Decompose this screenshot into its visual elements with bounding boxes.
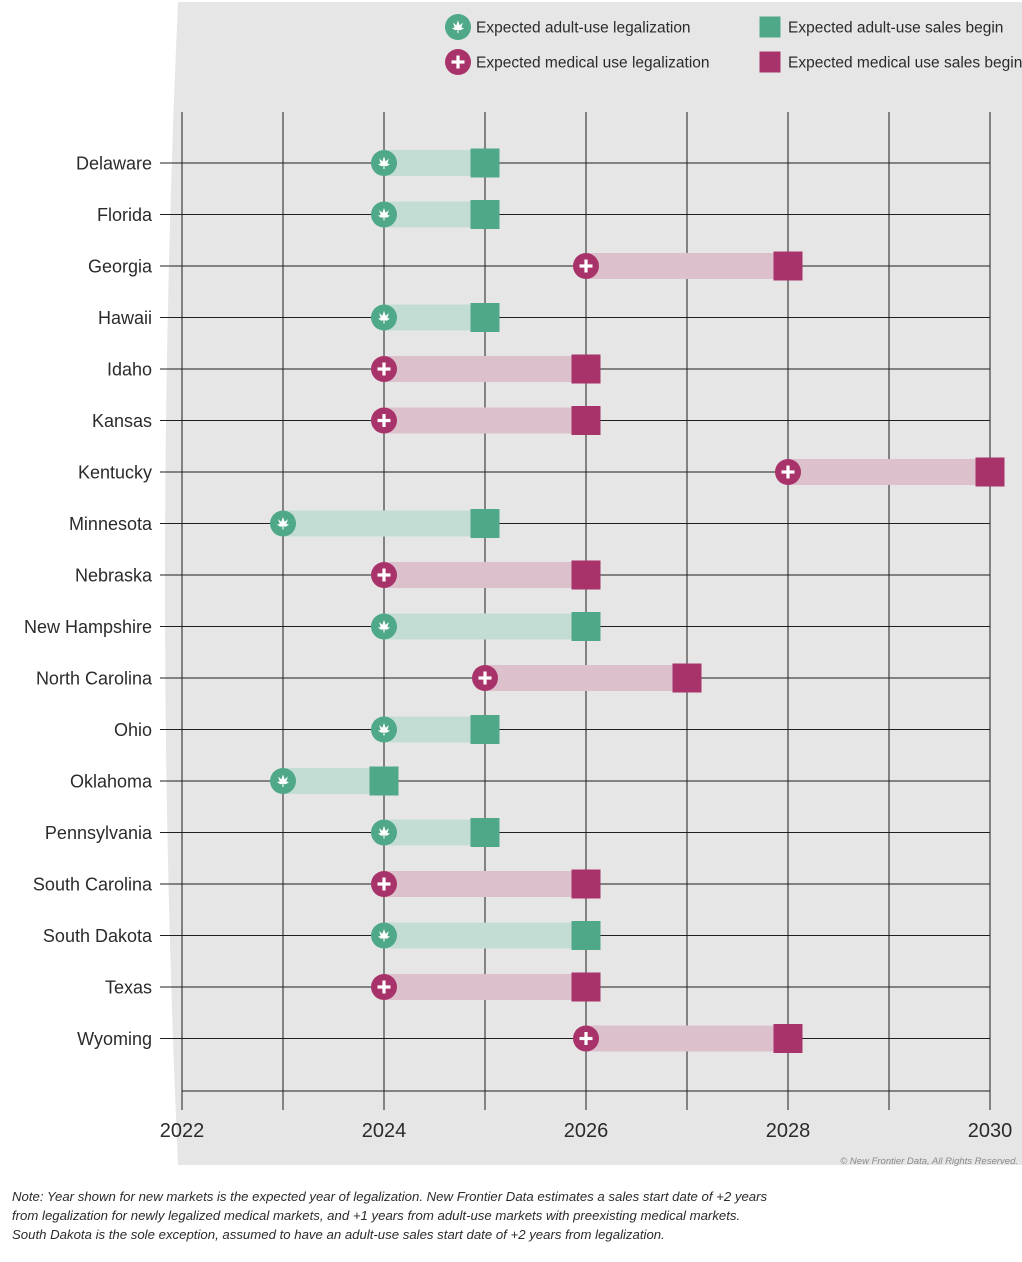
bar-kansas bbox=[384, 407, 586, 434]
sales-begin-marker-oklahoma bbox=[369, 766, 399, 796]
state-label-delaware: Delaware bbox=[76, 154, 152, 174]
bar-wyoming bbox=[586, 1025, 788, 1052]
x-tick-label: 2024 bbox=[362, 1120, 407, 1142]
sales-begin-marker-hawaii bbox=[470, 303, 500, 332]
medical-legalization-marker-texas bbox=[371, 974, 397, 1000]
state-label-kentucky: Kentucky bbox=[78, 463, 152, 483]
bar-pennsylvania bbox=[384, 819, 485, 846]
x-axis-tick-labels: 2022 2024 2026 2028 2030 bbox=[160, 1120, 1013, 1142]
medical-legalization-marker-kentucky bbox=[775, 459, 801, 485]
state-label-wyoming: Wyoming bbox=[77, 1029, 152, 1049]
medical-legalization-marker-south-carolina bbox=[371, 871, 397, 897]
bar-new-hampshire bbox=[384, 613, 586, 640]
legend-expected-adult-use-sales-begin-label: Expected adult-use sales begin bbox=[788, 20, 1003, 37]
state-label-pennsylvania: Pennsylvania bbox=[45, 823, 153, 843]
medical-legalization-marker-idaho bbox=[371, 356, 397, 382]
state-labels: Delaware Florida Georgia Hawaii Idaho Kansas K… bbox=[24, 154, 153, 1050]
sales-begin-marker-south-dakota bbox=[571, 921, 601, 950]
bar-minnesota bbox=[283, 510, 485, 537]
sales-begin-marker-pennsylvania bbox=[470, 818, 500, 847]
bar-delaware bbox=[384, 150, 485, 176]
sales-begin-marker-florida bbox=[470, 200, 500, 229]
state-label-oklahoma: Oklahoma bbox=[70, 772, 153, 792]
x-tick-label: 2030 bbox=[968, 1120, 1013, 1142]
state-label-hawaii: Hawaii bbox=[98, 308, 152, 328]
adult-legalization-marker-ohio bbox=[371, 716, 397, 743]
timeline-markers bbox=[270, 148, 1005, 1053]
bar-north-carolina bbox=[485, 665, 687, 691]
grid-lines bbox=[160, 112, 991, 1110]
legend-expected-medical-use-sales-begin-swatch bbox=[759, 51, 781, 73]
state-label-minnesota: Minnesota bbox=[69, 514, 153, 534]
chart-legend: Expected adult-use legalization Expected … bbox=[445, 14, 1022, 75]
sales-begin-marker-kansas bbox=[571, 406, 601, 435]
bar-ohio bbox=[384, 716, 485, 743]
state-label-florida: Florida bbox=[97, 205, 153, 225]
note-line-2: from legalization for newly legalized me… bbox=[12, 1208, 741, 1223]
adult-legalization-marker-florida bbox=[371, 201, 397, 228]
adult-legalization-marker-minnesota bbox=[270, 510, 296, 537]
sales-begin-marker-new-hampshire bbox=[571, 612, 601, 641]
bar-south-carolina bbox=[384, 871, 586, 897]
state-label-texas: Texas bbox=[105, 978, 152, 998]
sales-begin-marker-ohio bbox=[470, 715, 500, 744]
state-label-south-dakota: South Dakota bbox=[43, 926, 153, 946]
timeline-bars bbox=[283, 150, 990, 1052]
medical-legalization-marker-nebraska bbox=[371, 562, 397, 588]
note-line-1: Note: Year shown for new markets is the … bbox=[12, 1189, 768, 1204]
legend-expected-adult-use-sales-begin-swatch bbox=[759, 16, 781, 38]
state-label-idaho: Idaho bbox=[107, 360, 152, 380]
state-label-ohio: Ohio bbox=[114, 720, 152, 740]
legend-expected-adult-use-legalization-label: Expected adult-use legalization bbox=[476, 20, 691, 37]
bar-idaho bbox=[384, 356, 586, 382]
bar-hawaii bbox=[384, 304, 485, 331]
adult-legalization-marker-oklahoma bbox=[270, 768, 296, 794]
bar-nebraska bbox=[384, 562, 586, 588]
adult-legalization-marker-pennsylvania bbox=[371, 819, 397, 846]
bar-oklahoma bbox=[283, 768, 384, 794]
medical-legalization-marker-georgia bbox=[573, 253, 599, 279]
bar-kentucky bbox=[788, 459, 990, 485]
medical-legalization-marker-north-carolina bbox=[472, 665, 498, 691]
legend-expected-medical-use-sales-begin-label: Expected medical use sales begin bbox=[788, 55, 1022, 72]
legend-expected-medical-use-legalization-icon bbox=[445, 49, 471, 75]
legend-expected-adult-use-legalization-icon bbox=[445, 14, 471, 40]
sales-begin-marker-kentucky bbox=[975, 457, 1005, 487]
bar-south-dakota bbox=[384, 922, 586, 949]
copyright-text: © New Frontier Data, All Rights Reserved… bbox=[840, 1156, 1018, 1167]
x-tick-label: 2026 bbox=[564, 1120, 609, 1142]
adult-legalization-marker-south-dakota bbox=[371, 922, 397, 949]
state-label-nebraska: Nebraska bbox=[75, 566, 153, 586]
sales-begin-marker-delaware bbox=[470, 148, 500, 178]
note-line-3: South Dakota is the sole exception, assu… bbox=[12, 1227, 665, 1242]
state-label-north-carolina: North Carolina bbox=[36, 669, 153, 689]
bar-florida bbox=[384, 201, 485, 228]
sales-begin-marker-texas bbox=[571, 972, 601, 1002]
x-tick-label: 2022 bbox=[160, 1120, 205, 1142]
sales-begin-marker-minnesota bbox=[470, 509, 500, 538]
chart-note: Note: Year shown for new markets is the … bbox=[12, 1187, 1002, 1244]
medical-legalization-marker-wyoming bbox=[573, 1025, 599, 1052]
adult-legalization-marker-delaware bbox=[371, 150, 397, 176]
sales-begin-marker-georgia bbox=[773, 251, 803, 281]
bar-georgia bbox=[586, 253, 788, 279]
state-label-new-hampshire: New Hampshire bbox=[24, 617, 152, 637]
sales-begin-marker-nebraska bbox=[571, 560, 601, 590]
x-tick-label: 2028 bbox=[766, 1120, 811, 1142]
sales-begin-marker-wyoming bbox=[773, 1024, 803, 1053]
sales-begin-marker-idaho bbox=[571, 354, 601, 384]
state-label-south-carolina: South Carolina bbox=[33, 875, 153, 895]
medical-legalization-marker-kansas bbox=[371, 407, 397, 434]
state-label-georgia: Georgia bbox=[88, 257, 153, 277]
adult-legalization-marker-new-hampshire bbox=[371, 613, 397, 640]
bar-texas bbox=[384, 974, 586, 1000]
sales-begin-marker-south-carolina bbox=[571, 869, 601, 899]
legend-expected-medical-use-legalization-label: Expected medical use legalization bbox=[476, 55, 710, 72]
state-label-kansas: Kansas bbox=[92, 411, 152, 431]
sales-begin-marker-north-carolina bbox=[672, 663, 702, 693]
adult-legalization-marker-hawaii bbox=[371, 304, 397, 331]
